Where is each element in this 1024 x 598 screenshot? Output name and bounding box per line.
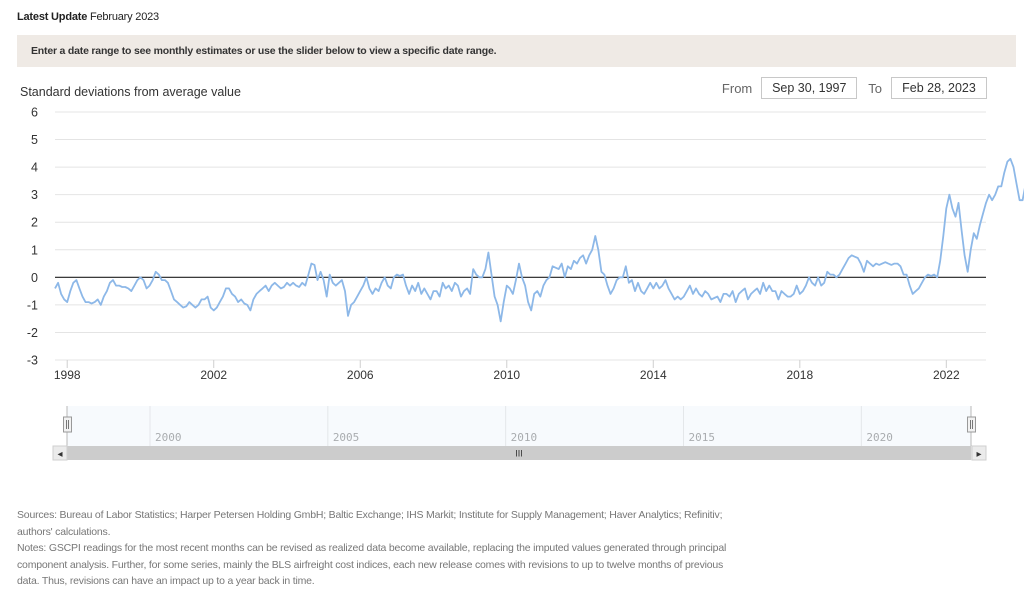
y-tick-label: -2 (27, 326, 38, 340)
x-tick-label: 2010 (493, 368, 520, 382)
x-tick-label: 2002 (200, 368, 227, 382)
x-tick-label: 1998 (54, 368, 81, 382)
navigator-year-label: 2015 (688, 431, 715, 444)
navigator-grid (149, 406, 862, 446)
chart-footer: Sources: Bureau of Labor Statistics; Har… (17, 507, 737, 590)
latest-update: Latest Update February 2023 (17, 11, 159, 23)
methodology-notes: Notes: GSCPI readings for the most recen… (17, 542, 727, 587)
x-tick-label: 2022 (933, 368, 960, 382)
to-date-input[interactable] (891, 77, 987, 99)
gscpi-chart: Standard deviations from average value 6… (20, 85, 1024, 461)
to-label: To (868, 80, 882, 96)
y-axis-title: Standard deviations from average value (20, 85, 241, 99)
y-tick-label: 5 (31, 133, 38, 147)
y-tick-label: 2 (31, 216, 38, 230)
navigator-scrollbar[interactable]: III ◂ ▸ (52, 445, 987, 461)
x-tick-labels: 1998 2002 2006 2010 2014 2018 2022 (54, 360, 960, 382)
range-navigator[interactable]: 2000 2005 2010 2015 2020 (57, 405, 986, 447)
scrollbar-thumb[interactable] (67, 446, 971, 460)
navigator-background (57, 405, 986, 447)
y-tick-label: 1 (31, 243, 38, 257)
navigator-right-handle[interactable] (967, 416, 976, 433)
navigator-selected-range (67, 406, 971, 446)
x-tick-label: 2018 (786, 368, 813, 382)
navigator-year-label: 2020 (866, 431, 893, 444)
from-date-input[interactable] (761, 77, 858, 99)
x-tick-label: 2014 (640, 368, 667, 382)
scrollbar-right-button[interactable] (971, 445, 987, 461)
y-tick-label: 4 (31, 161, 38, 175)
latest-update-value: February 2023 (90, 11, 159, 23)
y-tick-label: -1 (27, 298, 38, 312)
y-tick-labels: 6 5 4 3 2 1 0 -1 -2 -3 (27, 106, 38, 368)
from-label: From (721, 80, 753, 96)
latest-update-label: Latest Update (17, 11, 88, 23)
scroll-left-icon: ◂ (57, 449, 62, 460)
y-tick-label: -3 (27, 354, 38, 368)
y-tick-label: 0 (31, 271, 38, 285)
x-tick-label: 2006 (347, 368, 374, 382)
navigator-year-label: 2000 (155, 431, 182, 444)
navigator-year-label: 2010 (511, 431, 538, 444)
y-tick-label: 3 (31, 188, 38, 202)
date-range-controls: From To (722, 77, 987, 99)
scrollbar-grip: III (515, 449, 523, 459)
grid-lines (55, 111, 986, 361)
sources-note: Sources: Bureau of Labor Statistics; Har… (17, 509, 723, 538)
gscpi-series-line[interactable] (54, 157, 1024, 323)
scroll-right-icon: ▸ (976, 449, 981, 460)
navigator-year-label: 2005 (333, 431, 360, 444)
scrollbar-left-button[interactable] (52, 445, 68, 461)
instructions-banner: Enter a date range to see monthly estima… (17, 35, 1016, 67)
navigator-labels: 2000 2005 2010 2015 2020 (155, 431, 893, 444)
y-tick-label: 6 (31, 106, 38, 120)
navigator-left-handle[interactable] (63, 416, 72, 433)
